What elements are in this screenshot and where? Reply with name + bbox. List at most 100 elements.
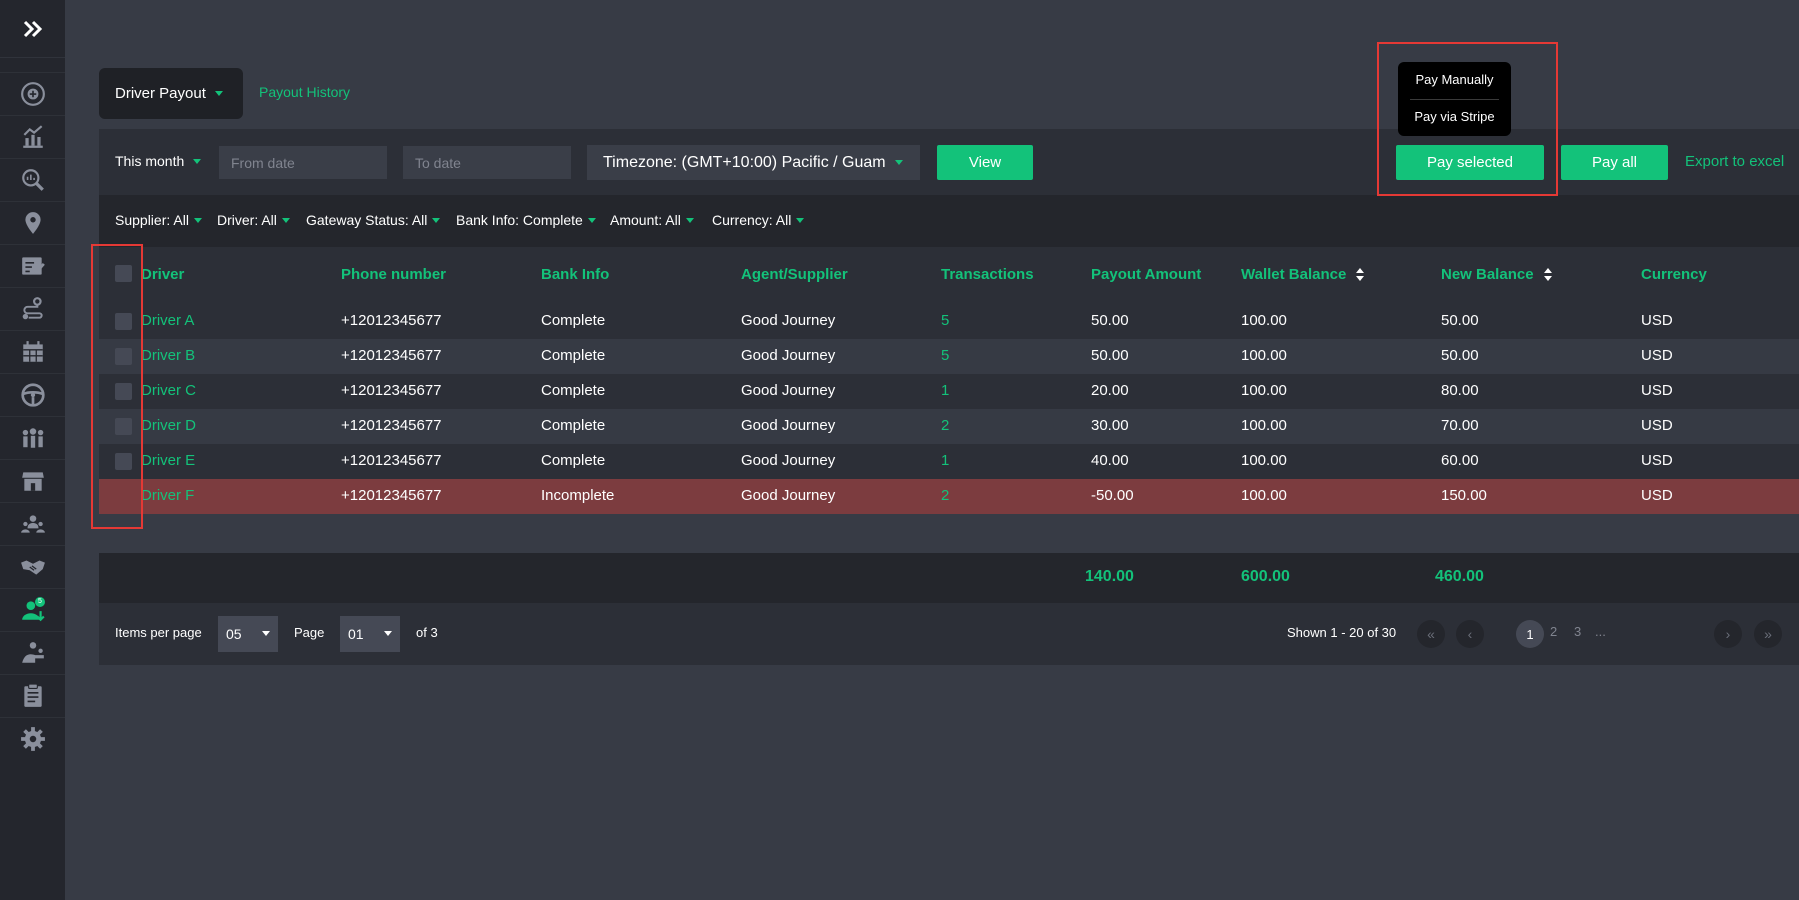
items-per-page-value: 05 [226,626,242,642]
wallet-balance-header-label: Wallet Balance [1241,266,1347,283]
table-header: Driver Phone number Bank Info Agent/Supp… [99,247,1799,305]
column-bank-info[interactable]: Bank Info [541,266,610,283]
sidebar-item-bookings[interactable] [0,244,65,286]
sidebar-item-calendar[interactable] [0,330,65,372]
sidebar-item-partners[interactable] [0,545,65,587]
column-agent-supplier[interactable]: Agent/Supplier [741,266,848,283]
currency-cell: USD [1641,382,1673,399]
double-chevron-right-icon [23,20,42,37]
driver-filter[interactable]: Driver: All [217,212,290,228]
period-dropdown[interactable]: This month [115,153,202,169]
page-3-button[interactable]: 3 [1574,624,1582,639]
sort-icon[interactable] [1543,268,1552,281]
sidebar-item-routes[interactable] [0,287,65,329]
driver-name-link[interactable]: Driver C [141,382,196,399]
column-wallet-balance[interactable]: Wallet Balance [1241,266,1365,283]
driver-name-link[interactable]: Driver D [141,417,196,434]
view-button[interactable]: View [937,145,1033,180]
row-checkbox[interactable] [115,348,132,365]
calendar-icon [22,340,43,362]
page-select[interactable]: 01 [340,616,400,652]
to-date-input[interactable] [403,146,571,179]
sidebar-item-vehicles[interactable] [0,373,65,415]
phone-cell: +12012345677 [341,452,442,469]
transactions-link[interactable]: 2 [941,417,950,434]
table-row[interactable]: Driver C +12012345677 Complete Good Jour… [99,374,1799,409]
prev-page-icon[interactable]: ‹ [1456,620,1484,648]
row-checkbox[interactable] [115,383,132,400]
column-new-balance[interactable]: New Balance [1441,266,1552,283]
from-date-input[interactable] [219,146,387,179]
route-icon [22,296,43,319]
payout-amount-cell: 40.00 [1091,452,1129,469]
row-checkbox[interactable] [115,313,132,330]
bank-info-cell: Complete [541,417,606,434]
pay-via-stripe-option[interactable]: Pay via Stripe [1414,109,1495,124]
page-1-button[interactable]: 1 [1516,620,1544,648]
column-driver[interactable]: Driver [141,266,185,283]
driver-name-link[interactable]: Driver F [141,487,195,504]
bookings-check-icon [21,256,45,275]
currency-filter[interactable]: Currency: All [712,212,805,228]
table-row[interactable]: Driver A +12012345677 Complete Good Jour… [99,304,1799,339]
row-checkbox[interactable] [115,418,132,435]
items-per-page-select[interactable]: 05 [218,616,278,652]
last-page-icon[interactable]: » [1754,620,1782,648]
bank-info-cell: Incomplete [541,487,615,504]
driver-name-link[interactable]: Driver A [141,312,195,329]
first-page-icon[interactable]: « [1417,620,1445,648]
bank-info-filter[interactable]: Bank Info: Complete [456,212,596,228]
column-payout-amount[interactable]: Payout Amount [1091,266,1202,283]
sort-icon[interactable] [1356,268,1365,281]
tab-driver-payout[interactable]: Driver Payout [99,68,243,119]
sidebar-item-agents[interactable] [0,502,65,544]
table-row[interactable]: Driver B +12012345677 Complete Good Jour… [99,339,1799,374]
driver-name-link[interactable]: Driver E [141,452,196,469]
column-currency[interactable]: Currency [1641,266,1707,283]
table-row[interactable]: Driver D +12012345677 Complete Good Jour… [99,409,1799,444]
sidebar-item-settings[interactable] [0,717,65,759]
gateway-status-filter[interactable]: Gateway Status: All [306,212,441,228]
new-balance-cell: 60.00 [1441,452,1479,469]
table-row[interactable]: Driver E +12012345677 Complete Good Jour… [99,444,1799,479]
driver-name-link[interactable]: Driver B [141,347,196,364]
transactions-link[interactable]: 2 [941,487,950,504]
pay-all-button[interactable]: Pay all [1561,145,1668,180]
pay-selected-button[interactable]: Pay selected [1396,145,1544,180]
sidebar-item-reports[interactable] [0,674,65,716]
supplier-filter[interactable]: Supplier: All [115,212,202,228]
chevron-down-icon [193,217,202,223]
currency-cell: USD [1641,487,1673,504]
sidebar-item-customers[interactable] [0,631,65,673]
row-checkbox[interactable] [115,453,132,470]
transactions-link[interactable]: 1 [941,382,950,399]
bank-info-cell: Complete [541,452,606,469]
sidebar-item-dashboard[interactable] [0,72,65,114]
sidebar-item-stores[interactable] [0,459,65,501]
sidebar-item-team[interactable] [0,416,65,458]
expand-sidebar-button[interactable] [0,0,65,58]
export-to-excel-link[interactable]: Export to excel [1685,153,1785,170]
sidebar-item-locations[interactable] [0,201,65,243]
transactions-link[interactable]: 1 [941,452,950,469]
transactions-link[interactable]: 5 [941,312,950,329]
column-transactions[interactable]: Transactions [941,266,1034,283]
column-phone-number[interactable]: Phone number [341,266,447,283]
pay-manually-option[interactable]: Pay Manually [1415,72,1494,87]
chevron-down-icon [384,631,392,636]
transactions-link[interactable]: 5 [941,347,950,364]
tab-payout-history[interactable]: Payout History [259,84,351,100]
page-count-label: of 3 [416,625,438,640]
sidebar-item-driver-payout[interactable]: 5 [0,588,65,630]
amount-filter[interactable]: Amount: All [610,212,694,228]
phone-cell: +12012345677 [341,347,442,364]
table-row[interactable]: Driver F +12012345677 Incomplete Good Jo… [99,479,1799,514]
page-2-button[interactable]: 2 [1550,624,1558,639]
select-all-checkbox[interactable] [115,265,132,282]
new-balance-header-label: New Balance [1441,266,1534,283]
sidebar-item-search-report[interactable] [0,158,65,200]
wallet-balance-cell: 100.00 [1241,487,1287,504]
timezone-dropdown[interactable]: Timezone: (GMT+10:00) Pacific / Guam [587,145,920,180]
sidebar-item-analytics[interactable] [0,115,65,157]
next-page-icon[interactable]: › [1714,620,1742,648]
